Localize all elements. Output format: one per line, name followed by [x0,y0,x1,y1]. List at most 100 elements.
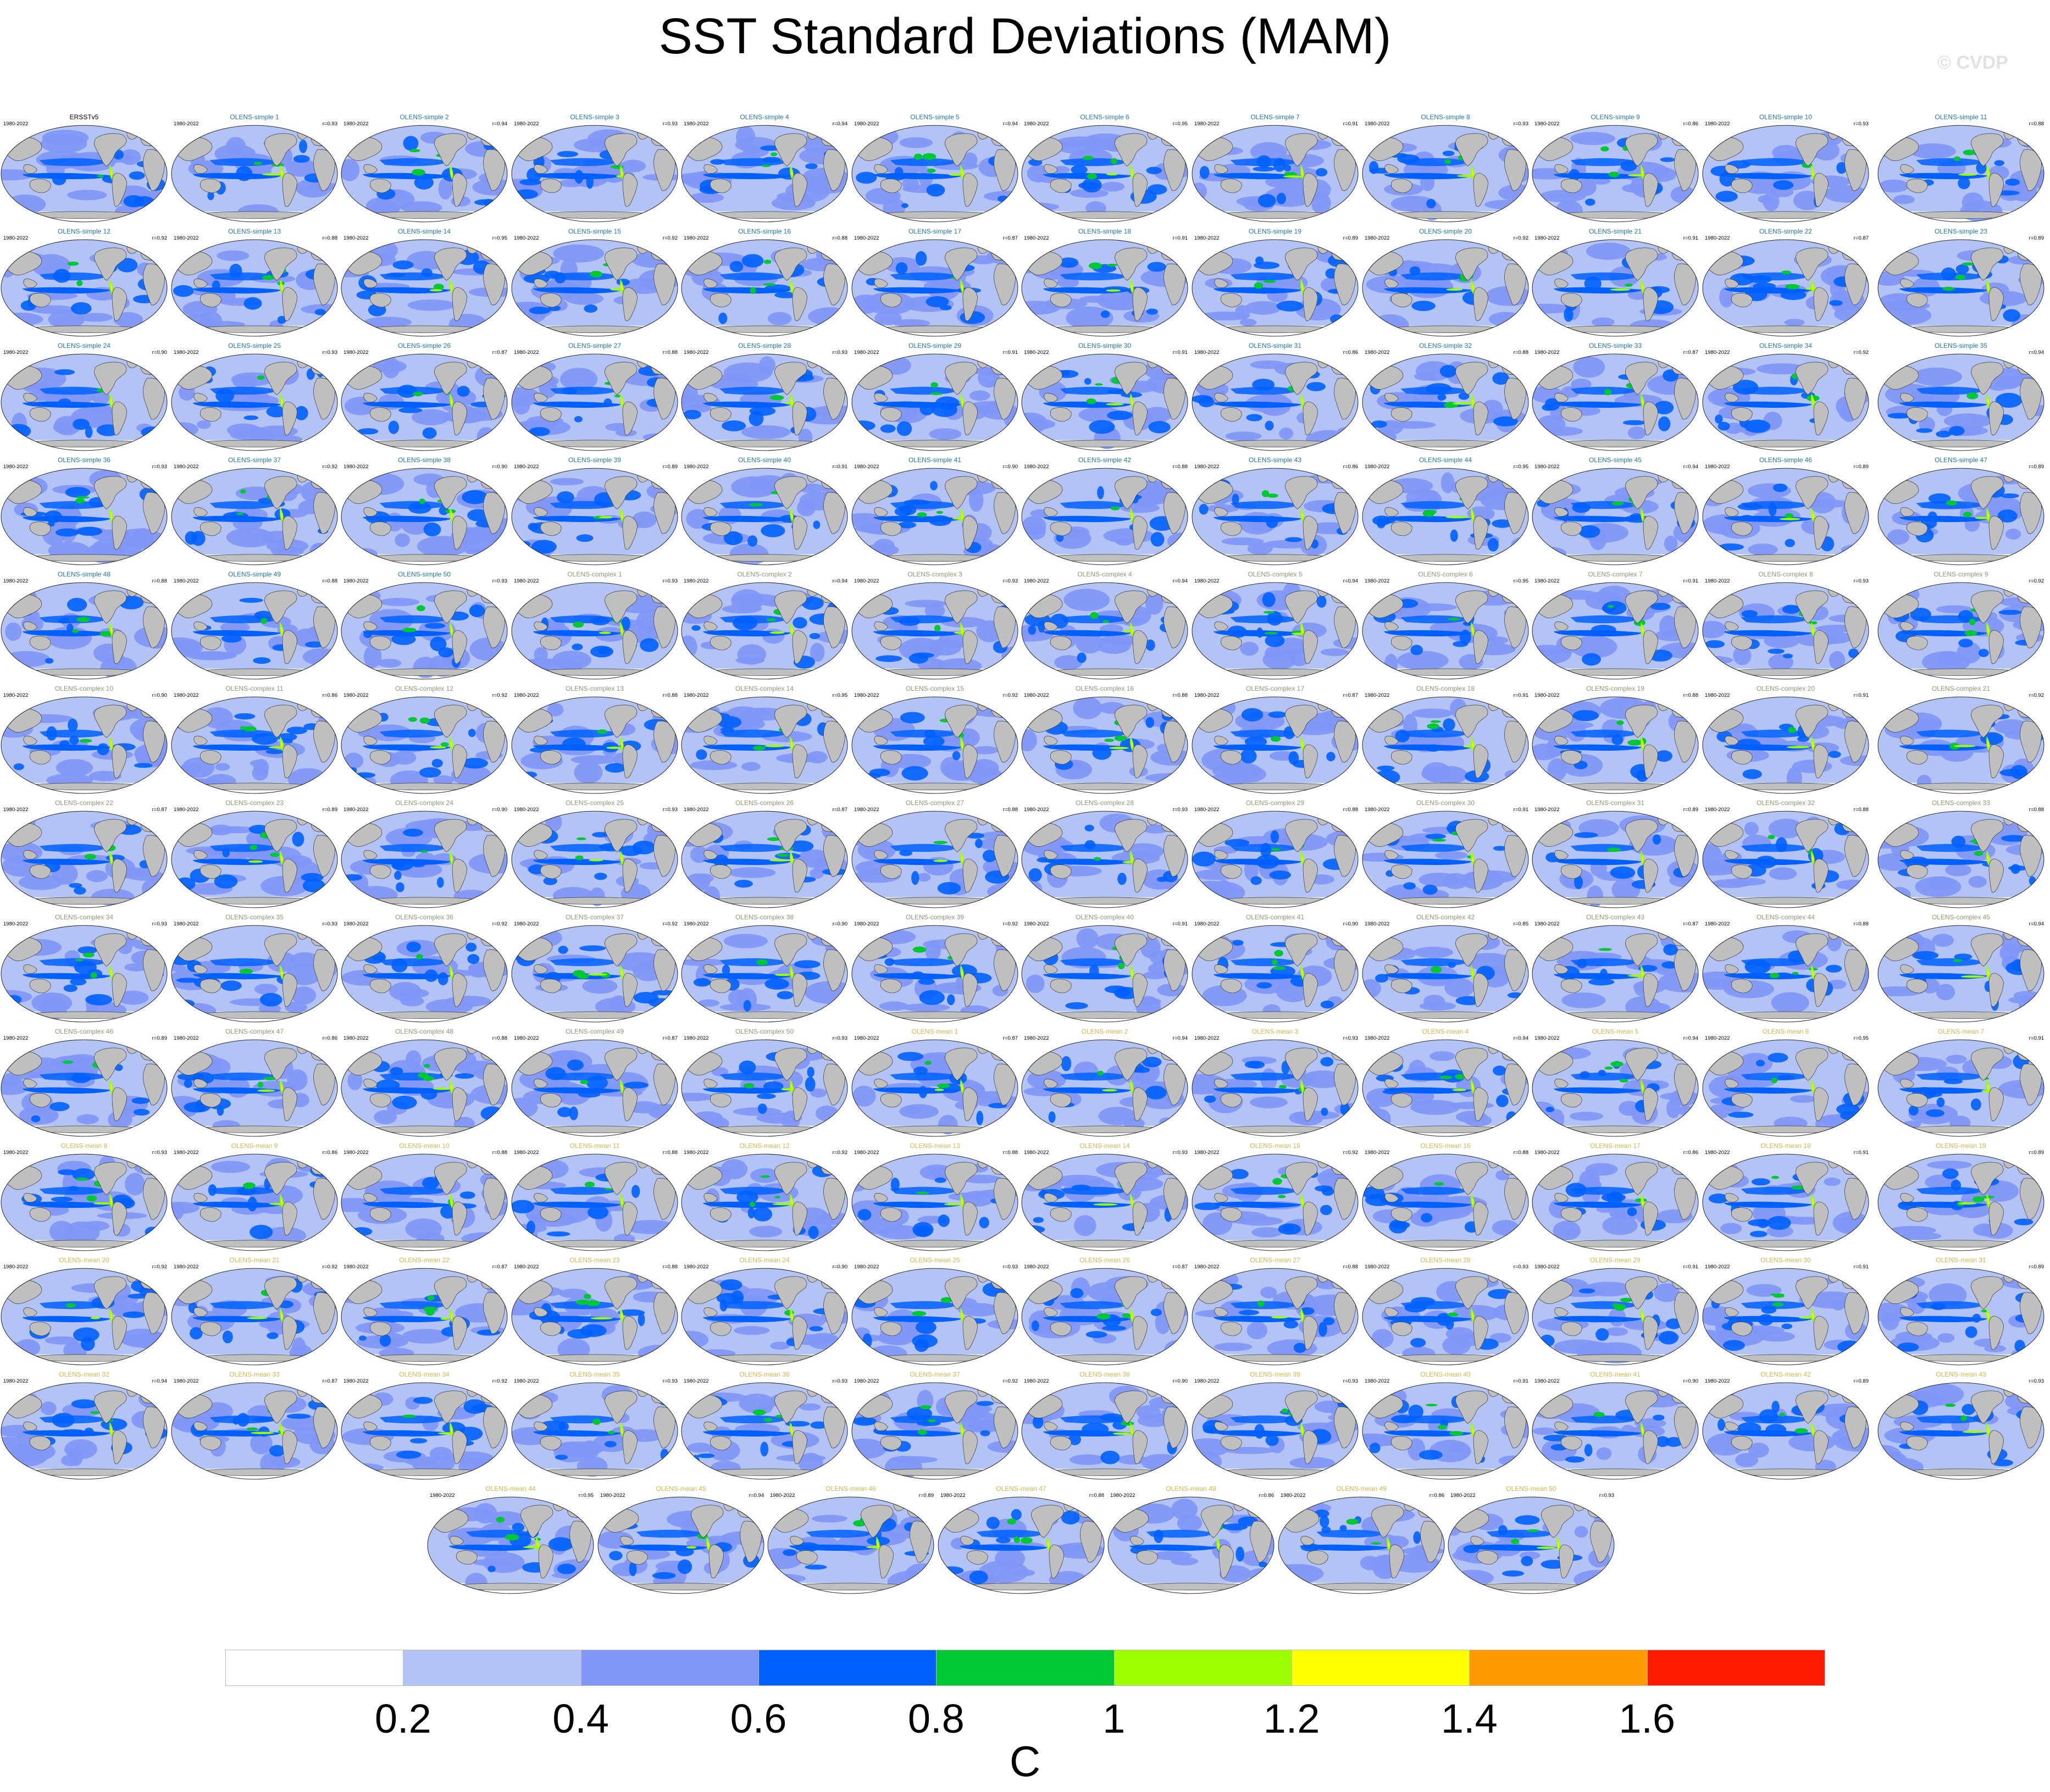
sst-map [1877,1039,2045,1137]
sst-map [341,1382,508,1480]
sst-map [511,582,678,680]
map-panel: OLENS-complex 12 1980-2022 r=0.92 [340,685,508,795]
panel-correlation: r=0.93 [832,1378,847,1384]
panel-correlation: r=0.89 [662,464,678,470]
panel-title: OLENS-complex 37 [565,913,624,921]
sst-map [1,925,168,1023]
map-panel: OLENS-mean 31 r=0.89 [1877,1256,2045,1366]
sst-map [1532,582,1699,680]
panel-title: OLENS-complex 28 [1075,799,1134,807]
map-panel: OLENS-complex 4 1980-2022 r=0.94 [1021,570,1189,680]
panel-correlation: r=0.92 [2029,692,2044,698]
panel-correlation: r=0.89 [2029,1264,2044,1270]
panel-years: 1980-2022 [1534,1378,1560,1384]
panel-years: 1980-2022 [1194,921,1220,927]
map-panel: OLENS-complex 11 1980-2022 r=0.86 [170,685,339,795]
map-panel: OLENS-complex 9 r=0.92 [1877,570,2045,680]
colorbar-bin [1469,1650,1648,1686]
panel-years: 1980-2022 [854,1264,879,1270]
panel-correlation: r=0.93 [832,1035,847,1041]
panel-title: OLENS-simple 21 [1588,228,1642,235]
cvdp-watermark: © CVDP [1937,52,2008,73]
panel-years: 1980-2022 [3,1378,29,1384]
sst-map [851,696,1018,794]
sst-map [171,239,338,337]
panel-years: 1980-2022 [1534,1150,1560,1156]
colorbar-bin [1292,1650,1470,1686]
sst-map [1021,696,1188,794]
sst-map [851,468,1018,565]
panel-title: OLENS-complex 43 [1586,913,1645,921]
map-panel: OLENS-complex 44 1980-2022 r=0.88 [1702,913,1870,1023]
map-panel: OLENS-complex 29 1980-2022 r=0.88 [1191,799,1359,909]
panel-correlation: r=0.93 [1599,1493,1614,1499]
sst-map [1702,1382,1869,1480]
sst-map [511,1382,678,1480]
panel-correlation: r=0.89 [2029,464,2044,470]
panel-title: OLENS-simple 16 [738,228,791,235]
panel-years: 1980-2022 [1705,121,1730,127]
panel-correlation: r=0.94 [1683,464,1698,470]
panel-years: 1980-2022 [1194,1150,1220,1156]
panel-correlation: r=0.93 [322,349,337,356]
colorbar-bin [1647,1650,1825,1686]
panel-correlation: r=0.92 [662,235,678,241]
map-panel: OLENS-simple 48 1980-2022 r=0.88 [0,570,168,680]
panel-correlation: r=0.91 [1683,235,1698,241]
panel-correlation: r=0.92 [1002,921,1018,927]
panel-years: 1980-2022 [1705,1150,1730,1156]
map-panel: OLENS-complex 10 1980-2022 r=0.90 [0,685,168,795]
panel-correlation: r=0.87 [1343,692,1358,698]
panel-title: OLENS-simple 37 [228,456,281,464]
map-panel: OLENS-mean 39 1980-2022 r=0.93 [1191,1371,1359,1480]
panel-years: 1980-2022 [1281,1493,1306,1499]
panel-correlation: r=0.90 [492,807,507,813]
map-panel: OLENS-mean 23 1980-2022 r=0.88 [511,1256,679,1366]
panel-years: 1980-2022 [684,1035,709,1041]
panel-correlation: r=0.88 [2029,121,2044,127]
sst-map [1532,1153,1699,1251]
panel-title: OLENS-simple 29 [908,342,962,349]
map-panel: OLENS-complex 24 1980-2022 r=0.90 [340,799,508,909]
sst-map [1877,353,2045,451]
panel-title: OLENS-mean 19 [1936,1142,1986,1150]
panel-correlation: r=0.94 [1343,578,1358,584]
sst-map [1702,696,1869,794]
map-panel: OLENS-mean 35 1980-2022 r=0.93 [511,1371,679,1480]
sst-map [1702,582,1869,680]
panel-years: 1980-2022 [1534,1035,1560,1041]
map-panel: OLENS-mean 22 1980-2022 r=0.87 [340,1256,508,1366]
panel-correlation: r=0.88 [1513,1150,1528,1156]
map-panel: OLENS-simple 17 1980-2022 r=0.87 [851,228,1019,337]
panel-correlation: r=0.91 [2029,1035,2044,1041]
panel-years: 1980-2022 [1705,1264,1730,1270]
sst-map [1192,1382,1359,1480]
panel-correlation: r=0.94 [1513,1035,1528,1041]
panel-title: OLENS-mean 8 [60,1142,108,1150]
panel-years: 1980-2022 [684,807,709,813]
sst-map [681,239,848,337]
panel-years: 1980-2022 [854,1378,879,1384]
sst-map [1532,353,1699,451]
sst-map [1362,1039,1529,1137]
panel-years: 1980-2022 [3,1035,29,1041]
panel-correlation: r=0.87 [492,349,507,356]
panel-correlation: r=0.91 [1683,1264,1698,1270]
sst-map [1362,582,1529,680]
panel-title: OLENS-mean 11 [569,1142,620,1150]
map-panel: OLENS-simple 42 1980-2022 r=0.88 [1021,456,1189,566]
panel-title: OLENS-simple 19 [1248,228,1302,235]
map-panel: OLENS-simple 15 1980-2022 r=0.92 [511,228,679,337]
panel-title: OLENS-complex 30 [1416,799,1475,807]
panel-title: OLENS-simple 13 [228,228,281,235]
panel-correlation: r=0.86 [322,692,337,698]
map-panel: OLENS-simple 16 1980-2022 r=0.88 [680,228,849,337]
panel-years: 1980-2022 [1365,692,1390,698]
panel-correlation: r=0.87 [1172,1264,1188,1270]
sst-map [851,582,1018,680]
panel-title: OLENS-complex 21 [1931,685,1991,692]
panel-title: OLENS-complex 3 [907,570,962,578]
sst-map [341,1153,508,1251]
sst-map [1702,353,1869,451]
panel-correlation: r=0.93 [1343,1035,1358,1041]
